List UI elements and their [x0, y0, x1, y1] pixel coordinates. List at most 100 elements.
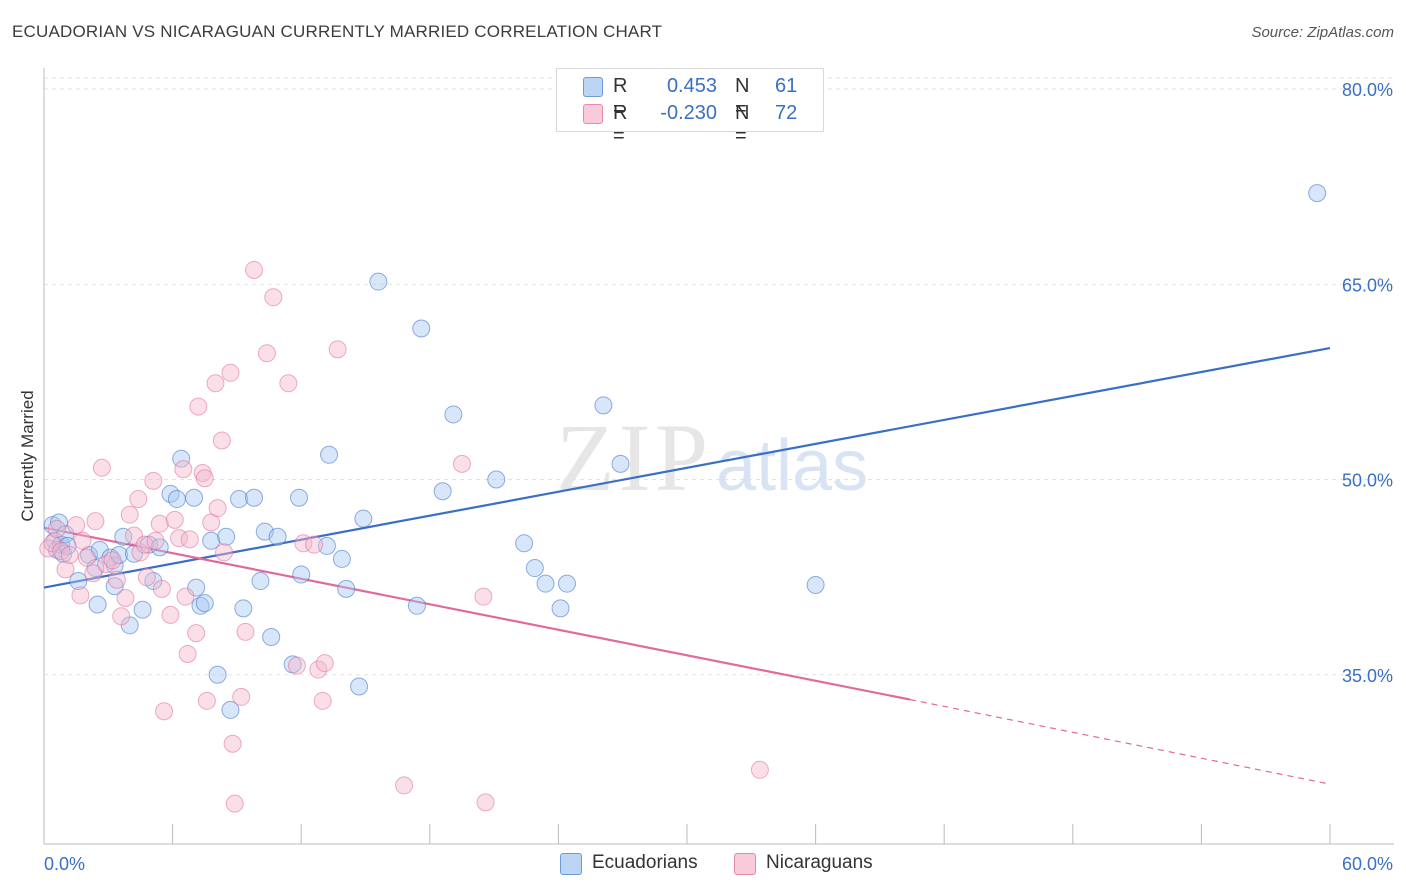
data-point-nicaraguans — [144, 471, 163, 490]
data-point-nicaraguans — [287, 656, 306, 675]
data-point-nicaraguans — [474, 587, 493, 606]
data-point-nicaraguans — [73, 531, 92, 550]
data-point-ecuadorians — [806, 575, 825, 594]
r-value: -0.230 — [660, 102, 717, 124]
data-point-nicaraguans — [86, 512, 105, 531]
data-point-ecuadorians — [551, 599, 570, 618]
data-point-ecuadorians — [1308, 184, 1327, 203]
data-point-nicaraguans — [305, 535, 324, 554]
data-point-nicaraguans — [129, 490, 148, 509]
data-point-nicaraguans — [176, 587, 195, 606]
data-point-ecuadorians — [251, 572, 270, 591]
data-point-nicaraguans — [215, 543, 234, 562]
data-point-nicaraguans — [189, 397, 208, 416]
data-point-nicaraguans — [264, 288, 283, 307]
data-point-nicaraguans — [146, 531, 165, 550]
n-value: 61 — [775, 75, 798, 97]
data-point-nicaraguans — [116, 588, 135, 607]
data-point-ecuadorians — [167, 490, 186, 509]
data-point-nicaraguans — [180, 530, 199, 549]
data-point-ecuadorians — [515, 534, 534, 553]
y-axis-label: Currently Married — [18, 390, 37, 521]
x-tick-label: 0.0% — [44, 854, 85, 874]
data-point-ecuadorians — [444, 405, 463, 424]
data-point-ecuadorians — [268, 527, 287, 546]
tick-labels: 80.0% 65.0% 50.0% 35.0% 0.0% 60.0% — [44, 80, 1393, 874]
y-tick-label: 65.0% — [1342, 275, 1393, 295]
trend-line-ecuadorians — [43, 346, 1331, 589]
data-point-nicaraguans — [155, 702, 174, 721]
data-point-ecuadorians — [105, 577, 124, 596]
y-tick-label: 50.0% — [1342, 471, 1393, 491]
data-point-nicaraguans — [208, 499, 227, 518]
legend-swatch-blue — [583, 77, 603, 97]
data-point-ecuadorians — [230, 490, 249, 509]
data-point-nicaraguans — [212, 431, 231, 450]
chart-title: ECUADORIAN VS NICARAGUAN CURRENTLY MARRI… — [12, 22, 663, 41]
data-point-ecuadorians — [290, 488, 309, 507]
data-point-nicaraguans — [750, 760, 769, 779]
trend-lines — [43, 346, 1331, 785]
data-point-ecuadorians — [433, 482, 452, 501]
data-point-nicaraguans — [395, 776, 414, 795]
data-point-ecuadorians — [320, 445, 339, 464]
legend-swatch-pink — [583, 104, 603, 124]
data-point-nicaraguans — [161, 605, 180, 624]
data-point-nicaraguans — [92, 458, 111, 477]
data-point-nicaraguans — [112, 607, 131, 626]
watermark: ZIP atlas — [556, 404, 868, 511]
data-point-nicaraguans — [60, 546, 79, 565]
r-label: R = — [613, 75, 628, 120]
axes — [43, 68, 1394, 845]
data-point-nicaraguans — [257, 344, 276, 363]
data-point-ecuadorians — [217, 527, 236, 546]
data-point-nicaraguans — [178, 644, 197, 663]
x-tick-label: 60.0% — [1342, 854, 1393, 874]
data-point-nicaraguans — [174, 460, 193, 479]
data-point-nicaraguans — [84, 564, 103, 583]
watermark-zip: ZIP — [556, 404, 712, 511]
legend-swatch-blue — [560, 853, 582, 875]
data-point-ecuadorians — [234, 599, 253, 618]
r-label: R = — [613, 102, 628, 147]
data-point-nicaraguans — [328, 340, 347, 359]
data-point-ecuadorians — [317, 536, 336, 555]
data-point-nicaraguans — [197, 691, 216, 710]
data-point-ecuadorians — [185, 488, 204, 507]
data-point-nicaraguans — [315, 654, 334, 673]
data-point-ecuadorians — [69, 572, 88, 591]
data-point-nicaraguans — [137, 568, 156, 587]
data-point-nicaraguans — [67, 516, 86, 535]
data-point-nicaraguans — [120, 505, 139, 524]
legend-label: Nicaraguans — [766, 852, 873, 873]
n-label: N = — [735, 102, 750, 147]
data-point-ecuadorians — [292, 565, 311, 584]
y-tick-label: 80.0% — [1342, 80, 1393, 100]
stats-legend: R = 0.453 N = 61 R = -0.230 N = 72 — [556, 68, 824, 147]
data-point-nicaraguans — [103, 551, 122, 570]
data-point-nicaraguans — [309, 660, 328, 679]
data-point-ecuadorians — [208, 665, 227, 684]
data-point-ecuadorians — [133, 600, 152, 619]
data-point-nicaraguans — [187, 624, 206, 643]
data-point-ecuadorians — [350, 677, 369, 696]
data-point-ecuadorians — [262, 628, 281, 647]
data-point-nicaraguans — [245, 260, 264, 279]
data-point-nicaraguans — [135, 535, 154, 554]
data-point-nicaraguans — [236, 622, 255, 641]
data-point-nicaraguans — [52, 542, 71, 561]
data-point-ecuadorians — [50, 513, 69, 532]
trend-line-nicaraguans — [43, 526, 911, 701]
data-point-nicaraguans — [223, 734, 242, 753]
data-point-nicaraguans — [107, 570, 126, 589]
data-point-nicaraguans — [165, 510, 184, 529]
data-points — [39, 184, 1327, 813]
data-point-nicaraguans — [279, 374, 298, 393]
data-point-ecuadorians — [594, 396, 613, 415]
y-tick-label: 35.0% — [1342, 666, 1393, 686]
data-point-ecuadorians — [412, 319, 431, 338]
data-point-nicaraguans — [452, 454, 471, 473]
data-point-ecuadorians — [221, 700, 240, 719]
data-point-nicaraguans — [77, 548, 96, 567]
data-point-nicaraguans — [221, 363, 240, 382]
